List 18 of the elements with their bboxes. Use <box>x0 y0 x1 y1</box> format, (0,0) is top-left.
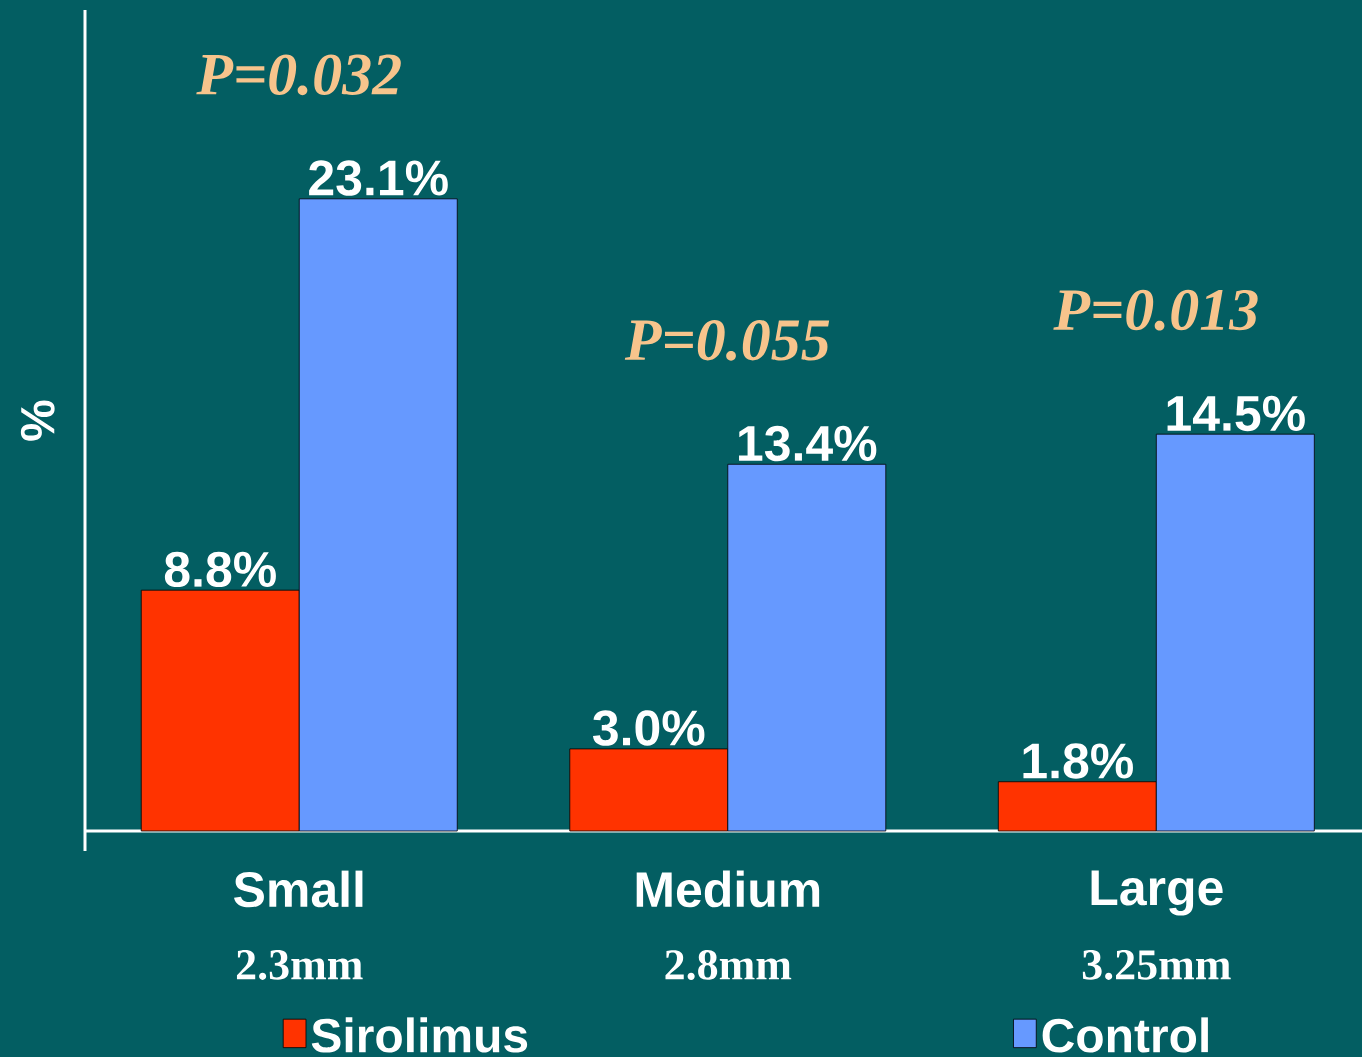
text: 2.3mm <box>236 950 363 980</box>
annotation: P=0.013 <box>1053 289 1258 331</box>
data-label: 14.5% <box>1167 395 1305 432</box>
annotation: P=0.055 <box>624 319 830 361</box>
legend-label: Sirolimus <box>311 1017 528 1053</box>
legend-label: Control <box>1042 1017 1208 1053</box>
data-label: 13.4% <box>739 425 877 462</box>
x-tick-label: Large <box>1091 870 1223 916</box>
data-label: 8.8% <box>164 551 276 588</box>
data-label: 23.1% <box>309 160 448 196</box>
x-tick-label: Medium <box>636 870 820 908</box>
x-tick-label: Small <box>234 870 363 908</box>
data-label: 3.0% <box>592 710 705 746</box>
annotation: P=0.032 <box>196 54 401 96</box>
text: 3.25mm <box>1082 950 1231 980</box>
data-label: 1.8% <box>1023 743 1133 779</box>
y-axis-title: % <box>20 400 55 441</box>
text: 2.8mm <box>665 950 792 980</box>
